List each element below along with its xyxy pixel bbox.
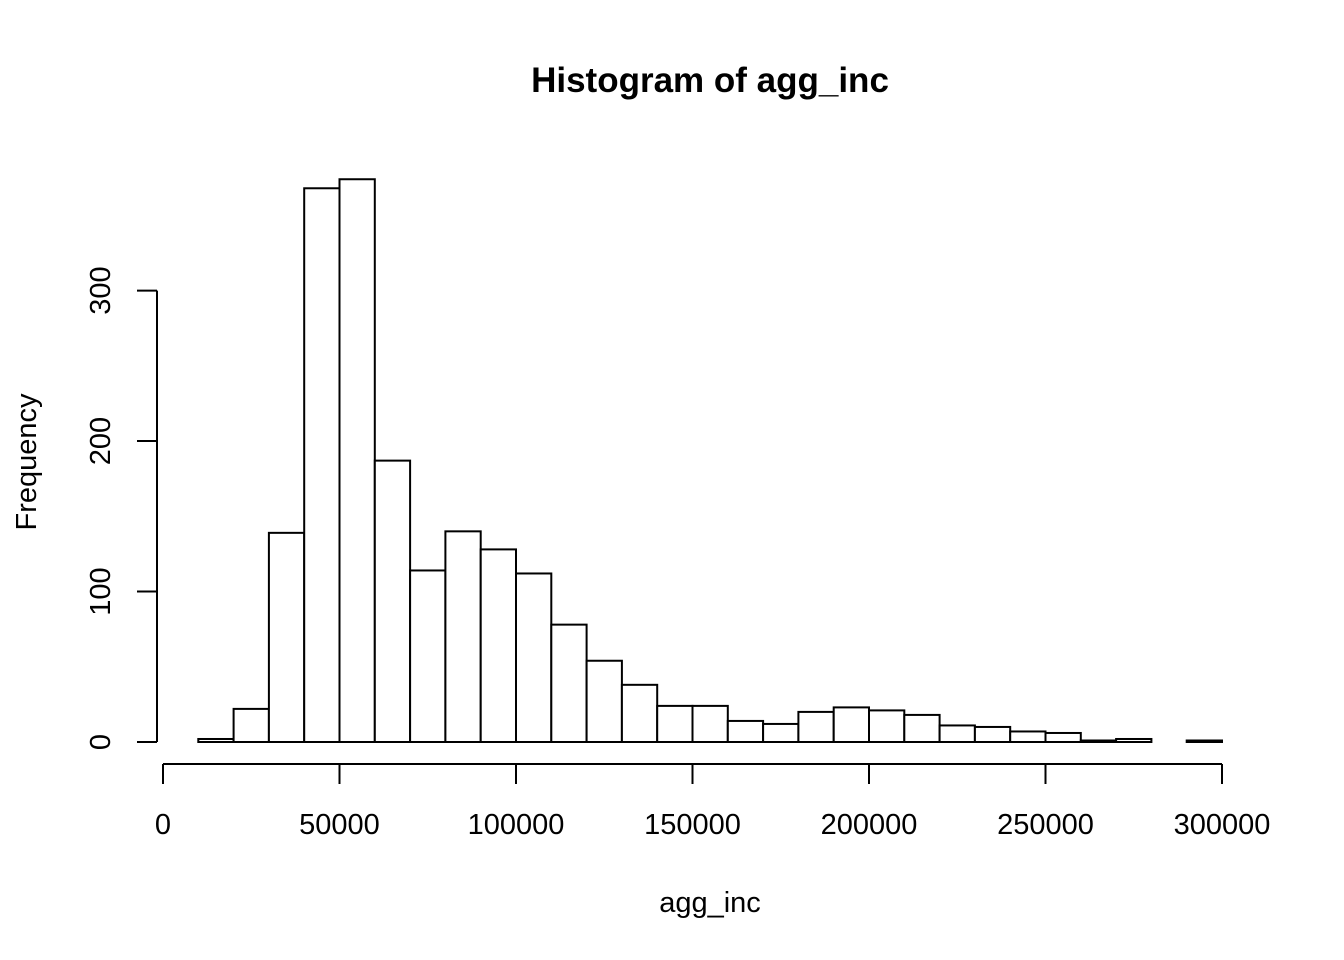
- histogram-bar: [1115, 737, 1153, 744]
- histogram-bar: [797, 710, 835, 744]
- histogram-bar: [1185, 739, 1223, 744]
- y-axis-label: Frequency: [11, 393, 43, 531]
- histogram-bar: [303, 187, 341, 744]
- histogram-bar: [620, 683, 659, 744]
- histogram-bar: [373, 459, 412, 743]
- y-tick-label: 300: [85, 266, 117, 314]
- histogram-bar: [832, 706, 871, 744]
- x-axis-label: agg_inc: [659, 887, 761, 919]
- x-tick-label: 50000: [299, 809, 380, 841]
- histogram-bar: [868, 709, 906, 744]
- x-tick-label: 300000: [1174, 809, 1271, 841]
- histogram-bar: [267, 531, 306, 743]
- histogram-bar: [444, 530, 482, 743]
- histogram-bar: [1009, 730, 1047, 744]
- histogram-bar: [726, 719, 765, 744]
- x-tick-label: 150000: [644, 809, 741, 841]
- x-tick-label: 100000: [468, 809, 565, 841]
- x-tick-label: 250000: [997, 809, 1094, 841]
- y-tick-label: 200: [85, 417, 117, 465]
- histogram-bar: [197, 737, 235, 744]
- y-axis: 0 100 200 300: [85, 266, 158, 750]
- chart-title: Histogram of agg_inc: [531, 61, 889, 100]
- histogram-bar: [973, 725, 1012, 744]
- x-tick-label: 200000: [821, 809, 918, 841]
- histogram-bar: [515, 572, 553, 743]
- histogram-bar: [479, 548, 518, 743]
- histogram-bar: [409, 569, 447, 743]
- y-tick-label: 0: [85, 734, 117, 750]
- histogram-bar: [691, 704, 729, 744]
- histogram-bar: [550, 623, 588, 744]
- bars-group: [197, 178, 1223, 744]
- histogram-bar: [903, 713, 941, 744]
- x-axis: 0 50000 100000 150000 200000 250000 300000: [155, 763, 1271, 841]
- histogram-bar: [1044, 731, 1082, 744]
- histogram-bar: [656, 704, 694, 744]
- histogram-bar: [338, 178, 376, 744]
- histogram-bar: [585, 659, 623, 744]
- histogram-bar: [762, 722, 800, 744]
- histogram-bar: [1079, 739, 1118, 744]
- histogram-bar: [938, 724, 976, 744]
- histogram-bar: [232, 707, 270, 744]
- y-tick-label: 100: [85, 567, 117, 615]
- x-tick-label: 0: [155, 809, 171, 841]
